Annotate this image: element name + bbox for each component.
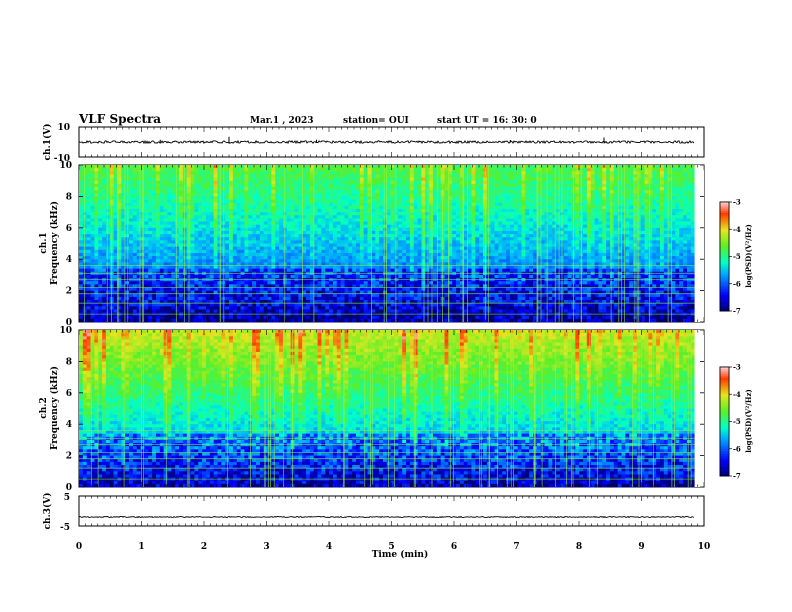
ch2-ylabel-frequency: Frequency (kHz) <box>49 366 60 450</box>
ch3-ytick-bottom: -5 <box>60 523 70 533</box>
ch2-colorbar-label: log(PSD)(V²/Hz) <box>744 389 753 453</box>
ch1-spectrogram-image <box>79 165 704 323</box>
ch2-colorbar-tick--7: -7 <box>733 472 741 481</box>
ch2-ytick-2: 2 <box>66 452 72 462</box>
ch1-colorbar: -3 -4 -5 -6 -7 log(PSD)(V²/Hz) <box>719 198 753 316</box>
ch1-ytick-10: 10 <box>59 161 72 171</box>
ch2-spectrogram-image <box>79 330 704 488</box>
ch1-colorbar-tick--6: -6 <box>733 279 741 288</box>
ch2-ytick-8: 8 <box>66 357 72 367</box>
x-tick-label-5: 5 <box>388 542 394 552</box>
date-label: Mar.1 , 2023 <box>250 116 314 126</box>
ch2-ytick-4: 4 <box>66 420 72 430</box>
start-ut-label: start UT = 16: 30: 0 <box>437 116 537 126</box>
ch3-waveform-trace <box>78 515 695 519</box>
ch1-ylabel: ch.1(V) <box>42 124 53 161</box>
ch2-colorbar-tick--4: -4 <box>733 390 741 399</box>
ch1-ytick-6: 6 <box>66 224 72 234</box>
ch3-ylabel: ch.3(V) <box>42 493 53 530</box>
ch1-ytick-bottom: -10 <box>54 154 70 164</box>
ch1-colorbar-tick--3: -3 <box>733 198 741 207</box>
x-tick-label-3: 3 <box>263 542 269 552</box>
ch1-colorbar-tick--7: -7 <box>733 307 741 316</box>
ch2-colorbar-tick--3: -3 <box>733 363 741 372</box>
x-tick-label-7: 7 <box>513 542 519 552</box>
x-axis-tick-labels: 0 1 2 3 4 5 6 7 8 9 10 <box>76 542 710 552</box>
ch2-ytick-0: 0 <box>66 483 72 493</box>
ch1-ytick-8: 8 <box>66 192 72 202</box>
ch2-colorbar-tick--6: -6 <box>733 444 741 453</box>
ch1-ylabel-frequency: Frequency (kHz) <box>49 201 60 285</box>
station-label: station= OUI <box>343 116 409 126</box>
x-tick-label-10: 10 <box>698 542 711 552</box>
ch2-ytick-10: 10 <box>59 326 72 336</box>
x-tick-label-1: 1 <box>138 542 144 552</box>
x-tick-label-0: 0 <box>76 542 82 552</box>
ch1-colorbar-tick--4: -4 <box>733 225 741 234</box>
x-tick-label-8: 8 <box>576 542 582 552</box>
x-axis-ticks <box>78 127 705 526</box>
x-tick-label-2: 2 <box>201 542 207 552</box>
x-tick-label-6: 6 <box>451 542 457 552</box>
x-axis-label: Time (min) <box>372 549 429 560</box>
x-tick-label-9: 9 <box>638 542 644 552</box>
ch1-waveform-trace <box>78 136 695 145</box>
ch1-ytick-0: 0 <box>66 318 72 328</box>
ch1-ytick-4: 4 <box>66 255 72 265</box>
ch1-spectrogram-panel: 0 2 4 6 8 10 ch.1 Frequency (kHz) -3 -4 -5 -6 -7 … <box>39 161 753 328</box>
x-tick-label-4: 4 <box>326 542 332 552</box>
figure-title: VLF Spectra <box>78 112 161 126</box>
ch3-ytick-top: 5 <box>64 493 70 503</box>
ch2-spectrogram-panel: 0 2 4 6 8 10 ch.2 Frequency (kHz) -3 -4 -5 -6 -7 … <box>39 326 753 493</box>
ch1-ylabel-channel: ch.1 <box>39 232 49 253</box>
ch2-ylabel-channel: ch.2 <box>39 397 49 418</box>
ch2-colorbar-tick--5: -5 <box>733 417 741 426</box>
ch1-ytick-top: 10 <box>57 123 70 133</box>
ch2-colorbar: -3 -4 -5 -6 -7 log(PSD)(V²/Hz) <box>719 363 753 481</box>
ch1-colorbar-label: log(PSD)(V²/Hz) <box>744 224 753 288</box>
ch1-colorbar-tick--5: -5 <box>733 252 741 261</box>
ch1-ytick-2: 2 <box>66 287 72 297</box>
ch2-ytick-6: 6 <box>66 389 72 399</box>
